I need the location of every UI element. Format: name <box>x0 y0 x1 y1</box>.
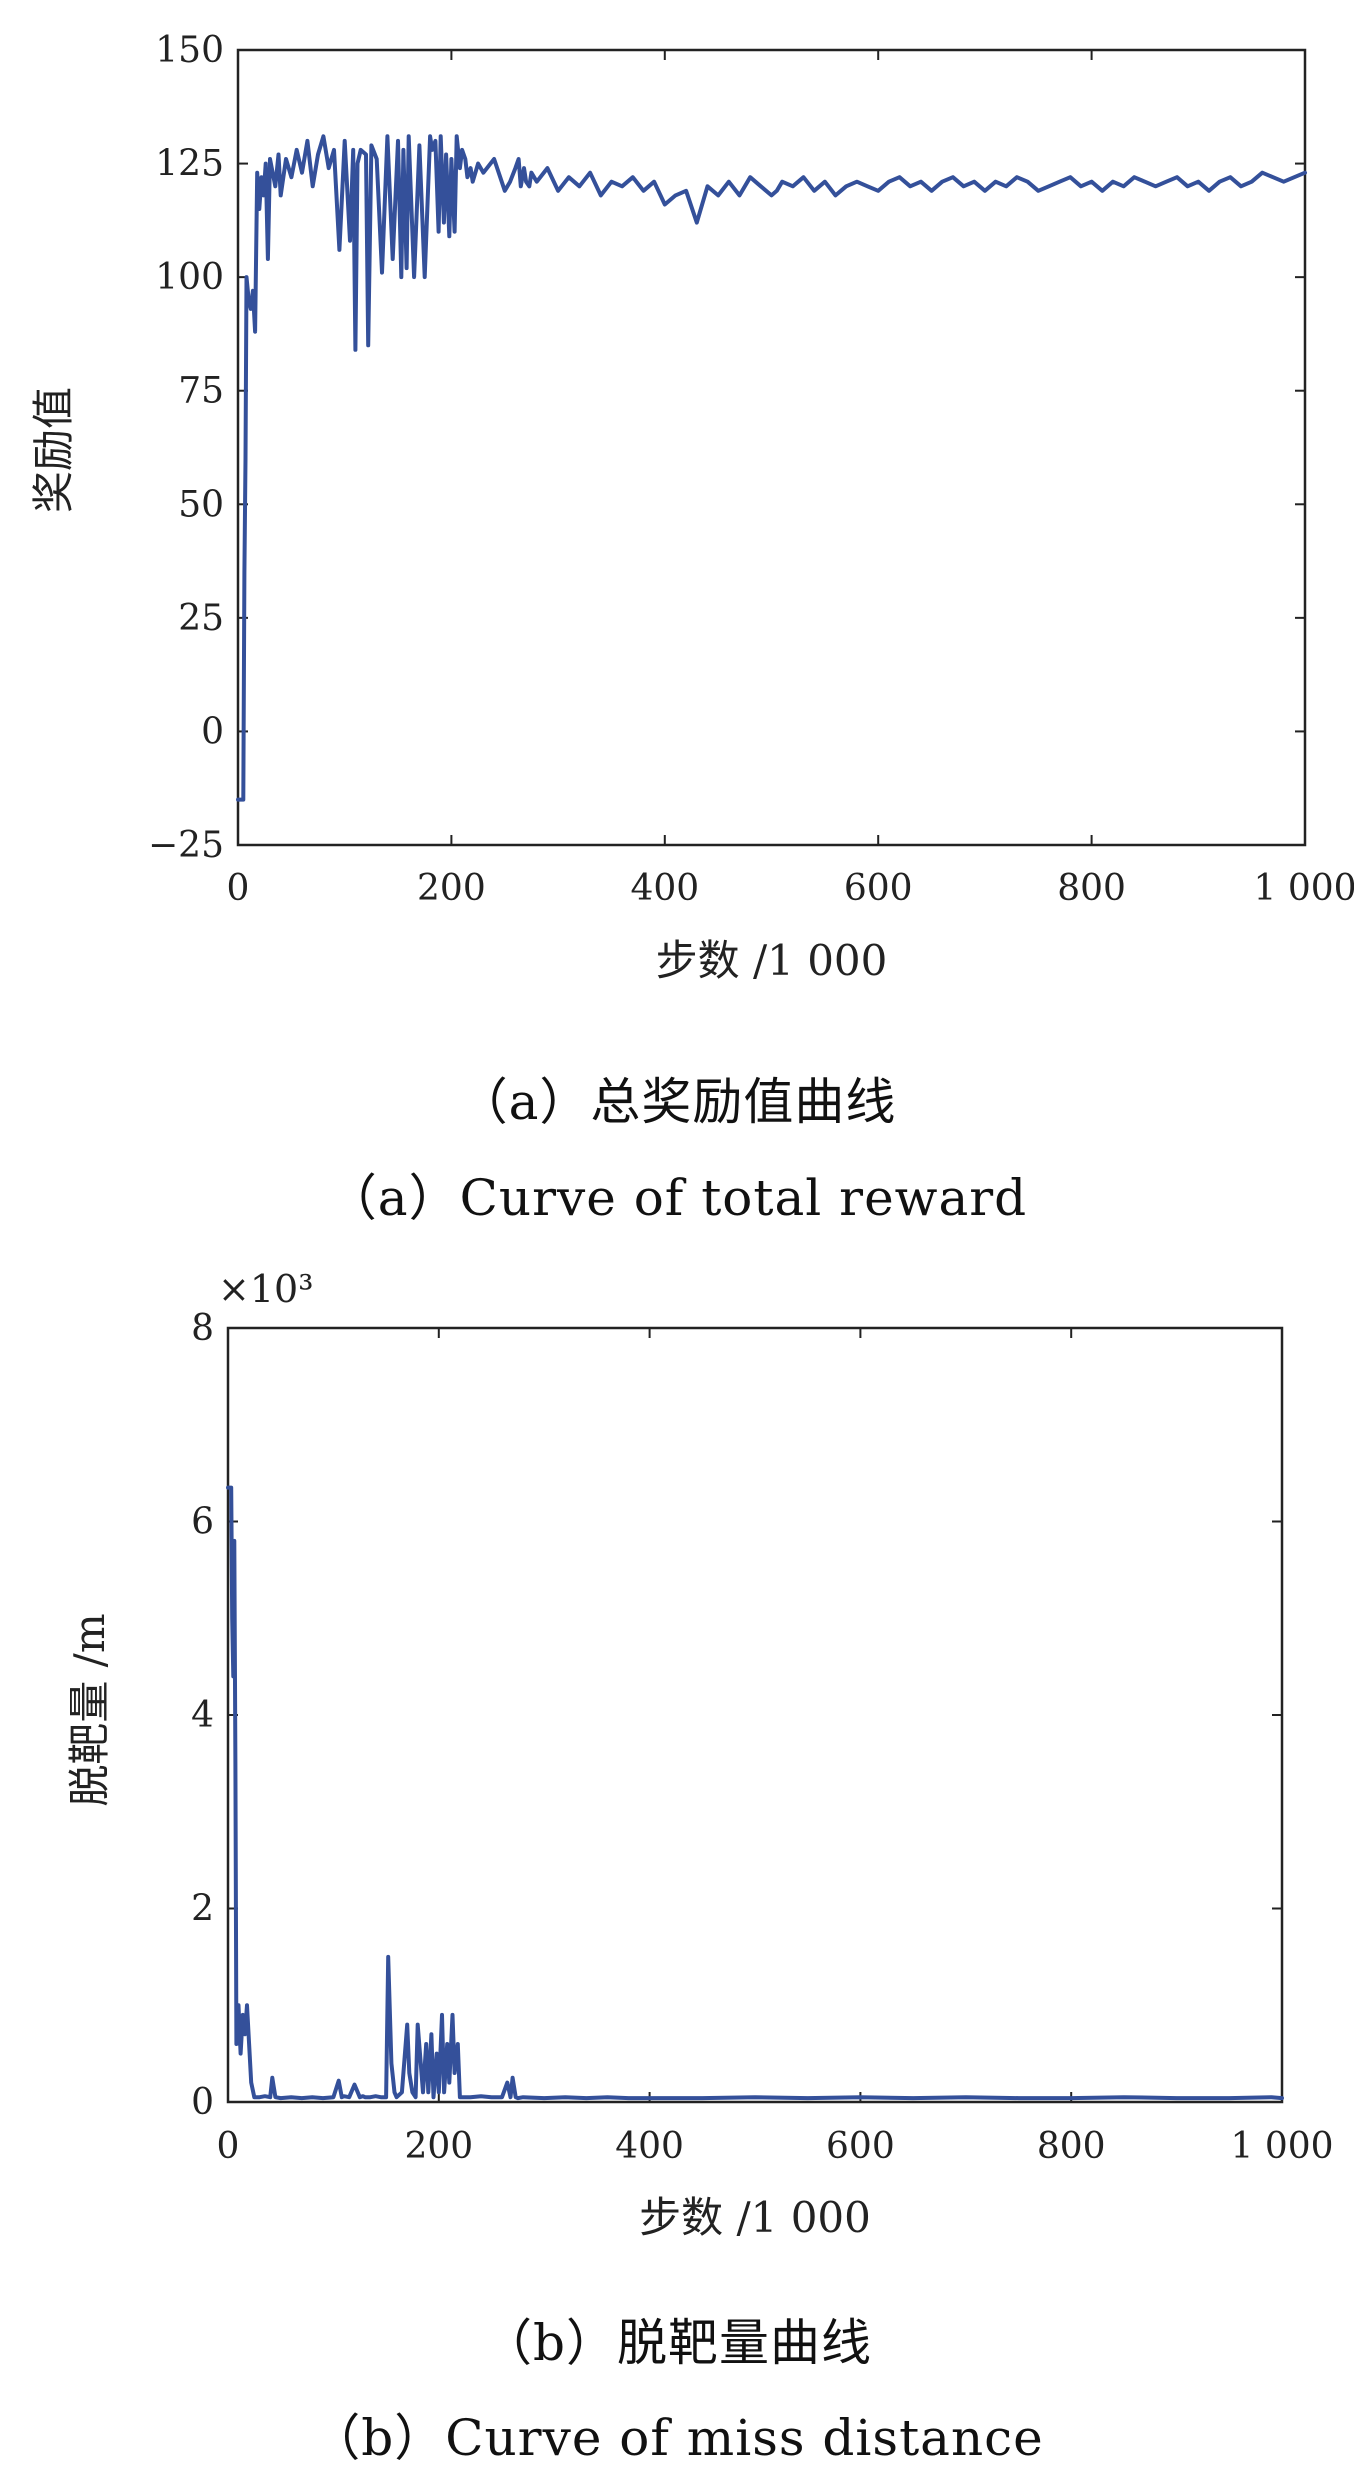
x-tick-label: 1 000 <box>1230 2126 1333 2167</box>
y-tick-label: 4 <box>191 1695 214 1736</box>
y-axis-label: 奖励值 <box>29 387 78 513</box>
y-tick-label: 0 <box>201 711 224 752</box>
series-line-0 <box>226 1485 1284 2101</box>
figure-miss-distance: 0 200 400 600 800 1 000 0 2 4 6 8 步数 /1 000 脱靶量 /m ×1… <box>0 1240 1354 2488</box>
caption-en-a: （a）Curve of total reward <box>326 1169 1028 1227</box>
y-tick-label: 25 <box>178 598 224 639</box>
y-tick-label: 2 <box>191 1889 214 1930</box>
series-line-0 <box>236 134 1307 802</box>
x-tick-label: 200 <box>417 868 486 909</box>
x-tick-label: 200 <box>404 2126 473 2167</box>
y-tick-label: 125 <box>155 144 224 185</box>
y-tick-label: 50 <box>178 484 224 525</box>
y-axis-label: 脱靶量 /m <box>65 1613 114 1806</box>
x-tick-label: 0 <box>227 868 250 909</box>
chart-total-reward: 0 200 400 600 800 1 000−250255075100125150步数 … <box>29 30 1354 985</box>
y-tick-label: 6 <box>191 1502 214 1543</box>
y-tick-label: −25 <box>148 825 224 866</box>
y-multiplier-label: ×10³ <box>218 1267 313 1311</box>
caption-cn-a: （a）总奖励值曲线 <box>457 1073 897 1131</box>
y-tick-label: 75 <box>178 371 224 412</box>
x-tick-label: 800 <box>1057 868 1126 909</box>
x-tick-label: 1 000 <box>1253 868 1354 909</box>
x-tick-label: 800 <box>1037 2126 1106 2167</box>
chart-miss-distance: 0 200 400 600 800 1 000 0 2 4 6 8 步数 /1 000 脱靶量 /m ×1… <box>65 1267 1334 2242</box>
y-tick-label: 8 <box>191 1308 214 1349</box>
caption-en-b: （b）Curve of miss distance <box>310 2409 1044 2467</box>
x-axis-label: 步数 /1 000 <box>639 2193 871 2242</box>
x-tick-label: 400 <box>630 868 699 909</box>
x-tick-label: 600 <box>844 868 913 909</box>
x-tick-label: 400 <box>615 2126 684 2167</box>
x-axis-label: 步数 /1 000 <box>656 936 888 985</box>
caption-cn-b: （b）脱靶量曲线 <box>481 2314 872 2372</box>
figure-total-reward: 0 200 400 600 800 1 000 −25 0 25 50 75 100 125 150 步数 … <box>0 0 1354 1240</box>
y-tick-label: 100 <box>155 257 224 298</box>
x-tick-label: 600 <box>826 2126 895 2167</box>
y-tick-label: 150 <box>155 30 224 71</box>
x-tick-label: 0 <box>217 2126 240 2167</box>
plot-frame <box>236 48 1307 847</box>
y-tick-label: 0 <box>191 2082 214 2123</box>
